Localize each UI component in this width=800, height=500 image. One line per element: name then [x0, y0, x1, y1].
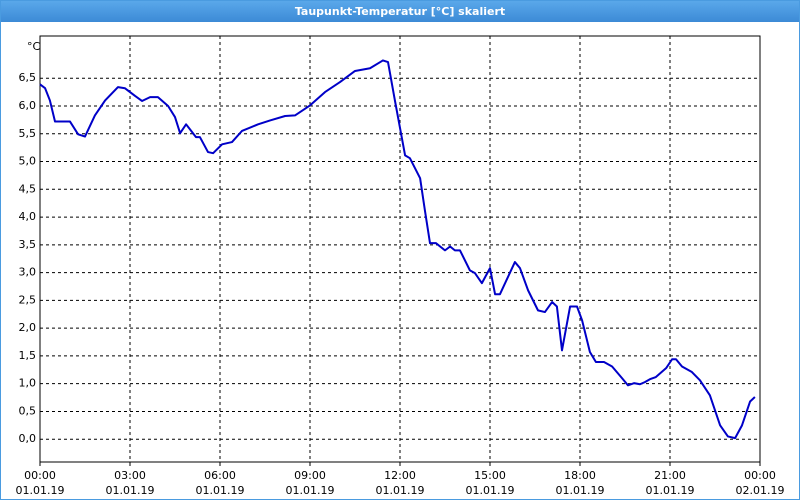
plot-frame: [39, 35, 761, 463]
y-tick-label: 1,5: [19, 349, 37, 362]
x-tick-label: 00:00 02.01.19: [735, 469, 785, 497]
y-tick-label: 2,5: [19, 293, 37, 306]
x-tick-label: 06:00 01.01.19: [195, 469, 245, 497]
x-tick-label: 21:00 01.01.19: [645, 469, 695, 497]
y-tick-label: 1,0: [19, 377, 37, 390]
y-tick-label: 2,0: [19, 321, 37, 334]
y-tick-label: 6,0: [19, 99, 37, 112]
x-tick-label: 18:00 01.01.19: [555, 469, 605, 497]
y-axis-unit: °C: [27, 40, 41, 53]
title-bar: Taupunkt-Temperatur [°C] skaliert: [1, 1, 799, 22]
y-tick-label: 6,5: [19, 71, 37, 84]
y-tick-label: 5,0: [19, 155, 37, 168]
y-tick-label: 0,0: [19, 432, 37, 445]
y-tick-label: 5,5: [19, 127, 37, 140]
data-line: [39, 59, 756, 440]
x-tick-label: 12:00 01.01.19: [375, 469, 425, 497]
x-tick-label: 03:00 01.01.19: [105, 469, 155, 497]
y-tick-label: 3,5: [19, 238, 37, 251]
x-tick-label: 15:00 01.01.19: [465, 469, 515, 497]
y-tick-label: 0,5: [19, 404, 37, 417]
y-tick-label: 4,5: [19, 182, 37, 195]
y-tick-label: 4,0: [19, 210, 37, 223]
x-tick-label: 09:00 01.01.19: [285, 469, 335, 497]
x-tick-label: 00:00 01.01.19: [15, 469, 65, 497]
y-tick-label: 3,0: [19, 266, 37, 279]
